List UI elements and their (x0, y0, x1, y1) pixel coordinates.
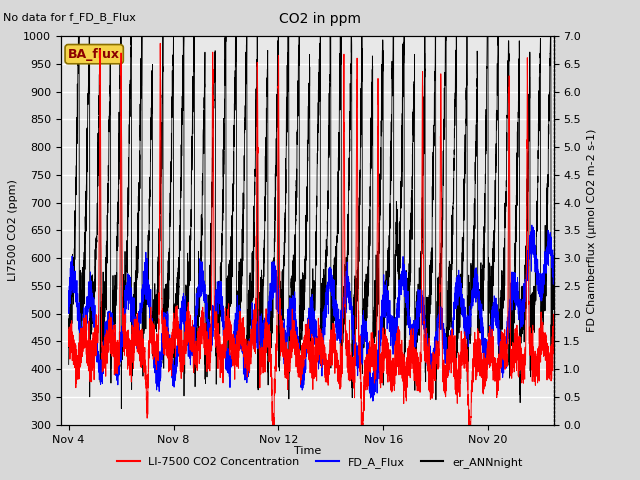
Text: CO2 in ppm: CO2 in ppm (279, 12, 361, 26)
Text: BA_flux: BA_flux (68, 48, 120, 60)
X-axis label: Time: Time (294, 446, 321, 456)
Y-axis label: FD Chamberflux (μmol CO2 m-2 s-1): FD Chamberflux (μmol CO2 m-2 s-1) (587, 129, 596, 332)
Y-axis label: LI7500 CO2 (ppm): LI7500 CO2 (ppm) (8, 180, 17, 281)
Legend: LI-7500 CO2 Concentration, FD_A_Flux, er_ANNnight: LI-7500 CO2 Concentration, FD_A_Flux, er… (113, 452, 527, 472)
Text: No data for f_FD_B_Flux: No data for f_FD_B_Flux (3, 12, 136, 23)
